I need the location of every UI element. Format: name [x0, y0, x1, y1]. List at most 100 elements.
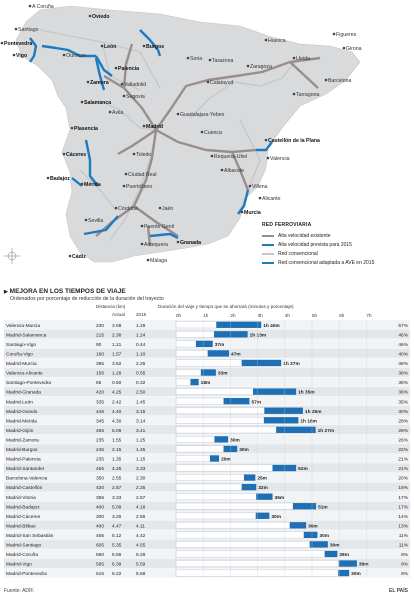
- distance-km: 345: [96, 418, 104, 424]
- reduction-percent: 17%: [398, 495, 408, 501]
- table-row: Valencia-Murcia 230 3.08 1.29 57% 1h 40m: [4, 320, 410, 330]
- time-actual: 2.38: [112, 332, 122, 338]
- bar-time-saved: [324, 550, 338, 558]
- route-name: Madrid-Salamanca: [6, 332, 47, 338]
- route-name: Santiago-Vigo: [6, 342, 36, 348]
- legend-swatch: [262, 243, 274, 246]
- time-saved-label: 30m: [319, 533, 329, 539]
- table-header-bg: [4, 302, 410, 320]
- city-label-guadalajara-yebes: Guadalajara-Yebes: [180, 112, 225, 118]
- bar-time-2015: [175, 359, 242, 367]
- legend-item-existing: Alta velocidad existente: [262, 231, 412, 240]
- bar-time-2015: [175, 512, 256, 520]
- time-actual: 4.25: [112, 466, 122, 472]
- distance-km: 465: [96, 428, 104, 434]
- time-saved-label: 1h 25m: [305, 409, 322, 415]
- time-2015: 1.29: [136, 323, 146, 329]
- reduction-percent: 26%: [398, 437, 408, 443]
- table-row: Madrid-Mérida 345 4.30 3.14 28% 1h 16m: [4, 415, 410, 426]
- city-dot-calatayud: [206, 80, 210, 84]
- time-2015: 2.56: [136, 514, 146, 520]
- city-label-barcelona: Barcelona: [328, 78, 351, 84]
- time-saved-label: 51m: [318, 504, 328, 510]
- route-name: Madrid-Palencia: [6, 457, 41, 463]
- city-dot-burgos: [142, 44, 146, 48]
- table-row: Madrid-Santiago 605 5.35 4.55 11% 30m: [4, 539, 410, 550]
- time-actual: 4.25: [112, 390, 122, 396]
- city-label-huesca: Huesca: [268, 38, 286, 44]
- time-2015: 4.42: [136, 533, 146, 539]
- city-label-granada: Granada: [180, 240, 201, 246]
- bar-time-saved: [214, 436, 229, 443]
- city-dot-valencia: [266, 156, 270, 160]
- reduction-percent: 8%: [401, 571, 409, 577]
- city-dot-caceres: [62, 152, 66, 156]
- city-label-plasencia: Plasencia: [74, 126, 98, 132]
- distance-km: 65: [96, 380, 102, 386]
- bar-time-saved: [264, 407, 303, 414]
- city-label-valladolid: Valladolid: [124, 82, 146, 88]
- city-dot-tarazona: [208, 58, 212, 62]
- city-dot-tarragona: [292, 92, 296, 96]
- city-dot-granada: [176, 240, 180, 244]
- distance-km: 455: [96, 533, 104, 539]
- reduction-percent: 38%: [398, 361, 408, 367]
- route-name: Madrid-Zamora: [6, 437, 39, 443]
- city-dot-barcelona: [324, 78, 328, 82]
- distance-km: 400: [96, 504, 104, 510]
- bar-time-2015: [175, 550, 325, 558]
- route-name: Madrid-Bilbao: [6, 523, 36, 529]
- time-actual: 5.09: [112, 504, 122, 510]
- bar-time-2015: [175, 416, 265, 424]
- reduction-percent: 40%: [398, 352, 408, 358]
- city-dot-antequera: [140, 242, 144, 246]
- city-label-a-coruna: A Coruña: [32, 4, 54, 10]
- bar-time-saved: [241, 483, 257, 491]
- distance-km: 230: [96, 323, 104, 329]
- table-row: Madrid-Pontevedra 615 6.22 5.58 8% 30m: [4, 568, 410, 579]
- legend-swatch: [262, 261, 274, 264]
- city-dot-plasencia: [70, 126, 74, 130]
- city-label-leon: León: [104, 44, 116, 50]
- bar-time-saved: [309, 541, 328, 548]
- route-name: Madrid-Santiago: [6, 543, 42, 549]
- city-dot-requena-utiel: [210, 154, 214, 158]
- city-dot-soria: [186, 56, 190, 60]
- section-title-text: MEJORA EN LOS TIEMPOS DE VIAJE: [9, 288, 126, 295]
- city-dot-alicante: [258, 196, 262, 200]
- route-name: Madrid-Vigo: [6, 562, 32, 568]
- city-dot-albacete: [220, 168, 224, 172]
- route-name: Madrid-San Sebastián: [6, 533, 54, 539]
- bar-time-2015: [175, 455, 211, 462]
- city-dot-guadalajara-yebes: [176, 112, 180, 116]
- row-background: [4, 377, 410, 387]
- iberian-land: [15, 5, 361, 263]
- time-2015: 5.59: [136, 562, 146, 568]
- axis-tick-label: 2h: [230, 313, 236, 318]
- time-saved-label: 47m: [231, 352, 241, 358]
- distance-km: 455: [96, 466, 104, 472]
- reduction-percent: 11%: [399, 543, 409, 549]
- distance-km: 156: [96, 371, 104, 377]
- city-label-badajoz: Badajoz: [50, 176, 70, 182]
- bar-time-saved: [303, 531, 318, 539]
- reduction-percent: 46%: [398, 332, 408, 338]
- distance-km: 335: [96, 399, 104, 405]
- time-saved-label: 1h 35m: [298, 390, 315, 396]
- city-label-oviedo: Oviedo: [92, 14, 110, 20]
- city-dot-vigo: [12, 53, 16, 57]
- time-saved-label: 1h 13m: [250, 332, 267, 338]
- route-name: Madrid-Gijón: [6, 428, 34, 434]
- route-name: Madrid-Cáceres: [6, 514, 41, 520]
- table-row: Madrid-Murcia 395 3.52 2.25 38% 1h 27m: [4, 358, 410, 369]
- time-2015: 0.32: [136, 380, 146, 386]
- route-name: Coruña-Vigo: [6, 352, 33, 358]
- bar-time-2015: [175, 474, 245, 481]
- bar-time-2015: [175, 407, 265, 415]
- city-label-caceres: Cáceres: [66, 152, 86, 158]
- time-2015: 5.28: [136, 552, 146, 558]
- route-name: Madrid-Santander: [6, 466, 45, 472]
- bar-time-saved: [190, 378, 199, 386]
- time-actual: 6.39: [112, 562, 122, 568]
- city-label-valencia: Valencia: [270, 156, 290, 162]
